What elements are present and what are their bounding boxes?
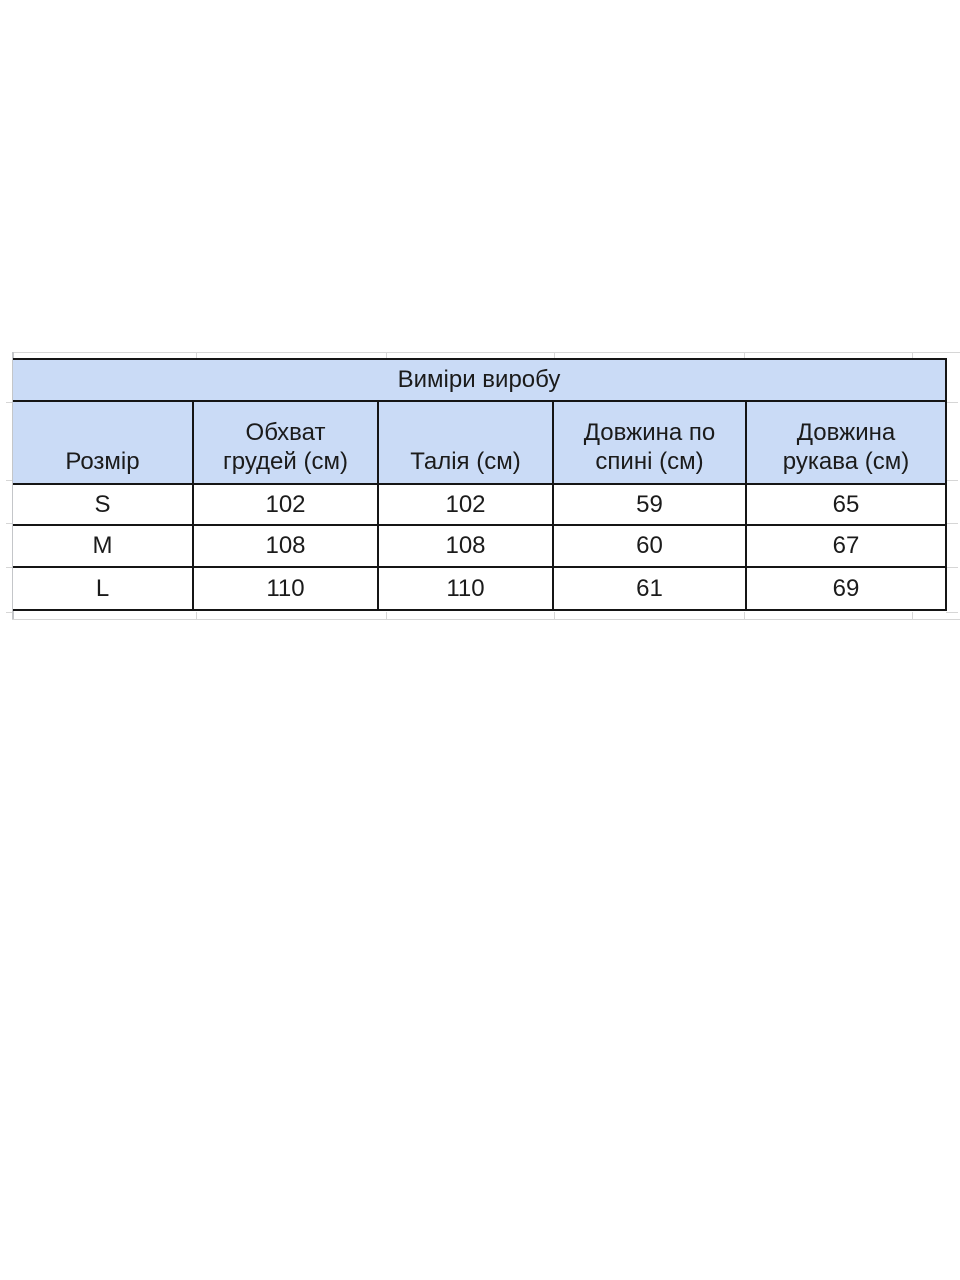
gridline-stub-left [6,612,12,613]
gridline-row-above [12,352,960,353]
cell-back-length: 60 [552,524,747,568]
column-header-size: Розмір [13,400,194,485]
gridline-stub-left [6,567,12,568]
gridline-stub-right [946,567,958,568]
gridline-stub-bottom [554,612,555,619]
gridline-stub-top [912,352,913,359]
table-row-size-m: M 108 108 60 67 [13,524,947,568]
gridline-stub-right [946,612,958,613]
table-title: Виміри виробу [13,358,947,402]
gridline-stub-top [386,352,387,359]
table-title-row: Виміри виробу [13,358,947,402]
cell-back-length: 61 [552,566,747,611]
gridline-stub-right [946,402,958,403]
gridline-stub-left [6,402,12,403]
cell-size: L [13,566,194,611]
cell-chest: 108 [192,524,379,568]
cell-sleeve-length: 67 [745,524,947,568]
size-table: Виміри виробу Розмір Обхват грудей (см) … [13,358,947,611]
gridline-stub-right [946,523,958,524]
gridline-stub-bottom [912,612,913,619]
table-row-size-l: L 110 110 61 69 [13,566,947,611]
gridline-stub-right [946,480,958,481]
gridline-stub-left [6,480,12,481]
gridline-stub-bottom [386,612,387,619]
cell-back-length: 59 [552,483,747,526]
cell-waist: 110 [377,566,554,611]
cell-size: M [13,524,194,568]
gridline-stub-bottom [744,612,745,619]
cell-sleeve-length: 65 [745,483,947,526]
gridline-stub-top [744,352,745,359]
column-header-waist: Талія (см) [377,400,554,485]
cell-sleeve-length: 69 [745,566,947,611]
cell-waist: 102 [377,483,554,526]
gridline-stub-top [196,352,197,359]
gridline-row-below [12,619,960,620]
cell-chest: 110 [192,566,379,611]
cell-chest: 102 [192,483,379,526]
column-header-sleeve-length: Довжина рукава (см) [745,400,947,485]
gridline-stub-left [6,523,12,524]
gridline-stub-top [554,352,555,359]
table-row-size-s: S 102 102 59 65 [13,483,947,526]
cell-size: S [13,483,194,526]
column-header-chest: Обхват грудей (см) [192,400,379,485]
column-header-back-length: Довжина по спині (см) [552,400,747,485]
cell-waist: 108 [377,524,554,568]
gridline-stub-bottom [196,612,197,619]
table-header-row: Розмір Обхват грудей (см) Талія (см) Дов… [13,400,947,485]
